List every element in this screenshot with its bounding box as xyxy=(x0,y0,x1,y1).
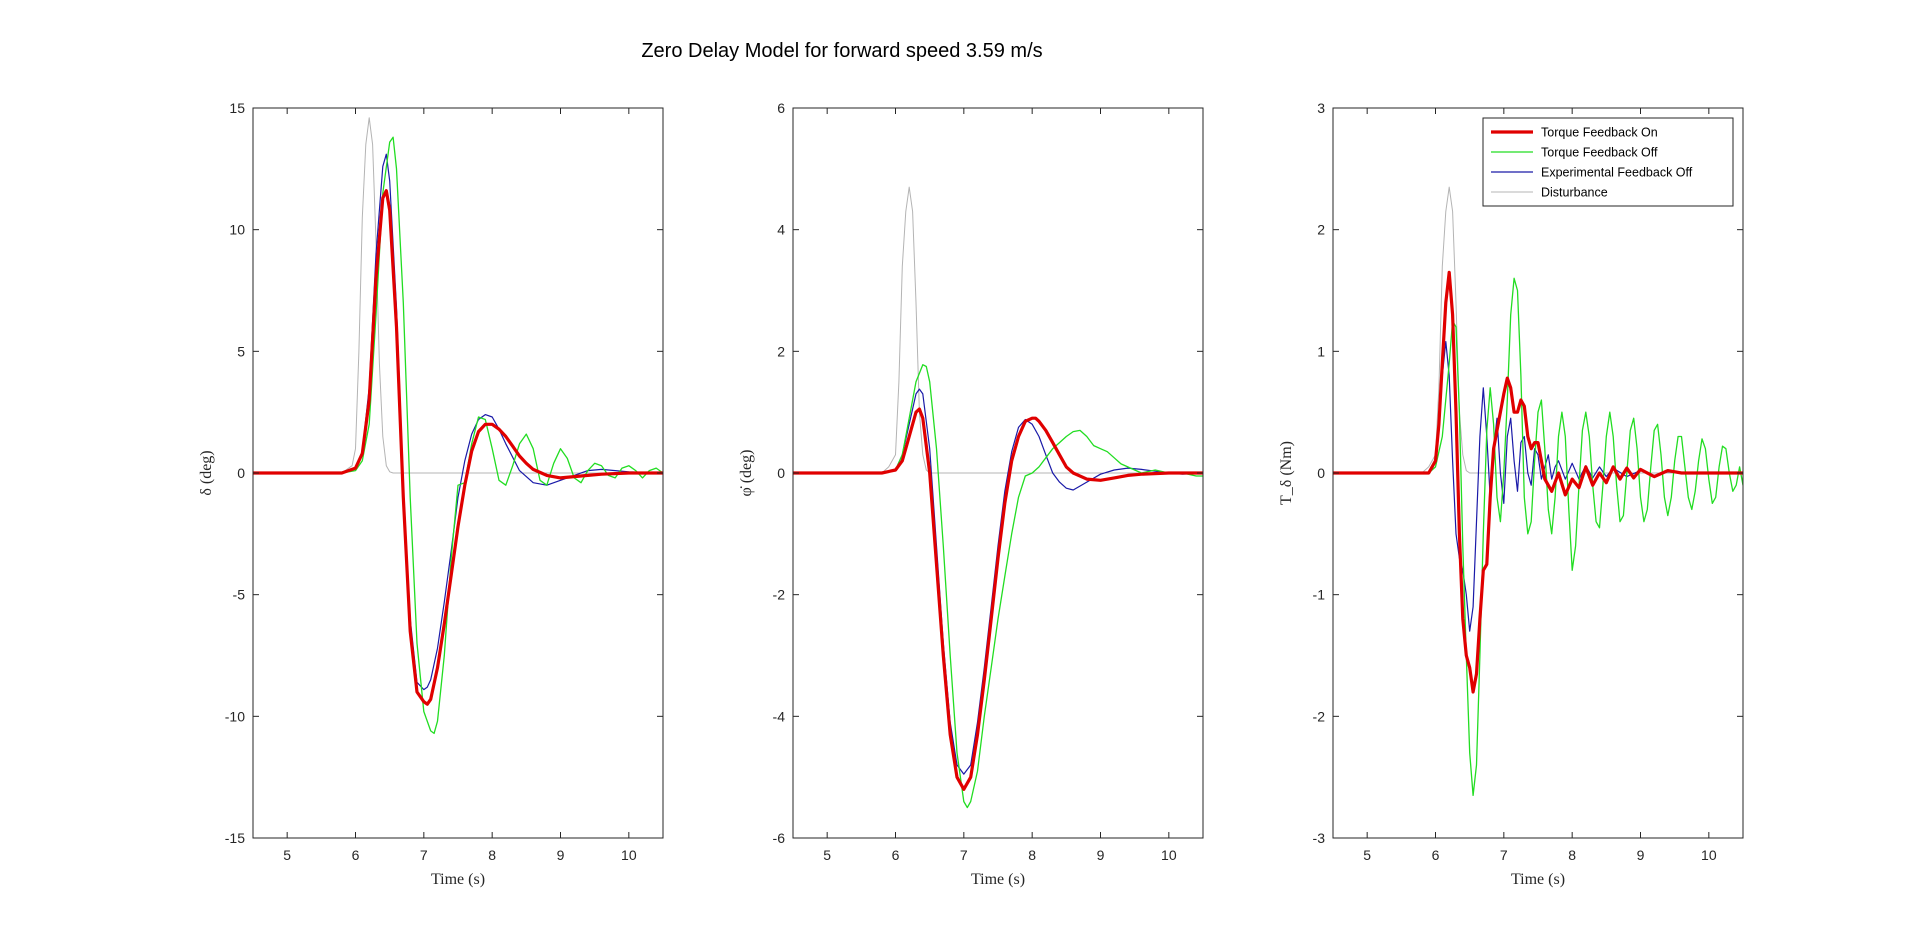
x-tick-label: 10 xyxy=(1701,847,1717,863)
x-tick-label: 9 xyxy=(557,847,565,863)
series-line-torque-feedback-on xyxy=(793,407,1203,791)
y-tick-label: -4 xyxy=(773,708,786,724)
y-axis-label: δ (deg) xyxy=(198,450,215,495)
x-axis-label: Time (s) xyxy=(1511,871,1565,888)
y-tick-label: -15 xyxy=(225,830,245,846)
x-tick-label: 5 xyxy=(1363,847,1371,863)
series-line-disturbance xyxy=(793,186,1203,474)
x-tick-label: 7 xyxy=(960,847,968,863)
x-tick-label: 8 xyxy=(1028,847,1036,863)
subplot-3: 5 6 7 8 9 10 -3 -2 -1 0 1 2 3 Time (s) T_δ (Nm) xyxy=(1278,100,1744,888)
x-tick-label: 9 xyxy=(1097,847,1105,863)
x-tick-label: 10 xyxy=(621,847,637,863)
series-line-torque-feedback-off xyxy=(1333,277,1743,797)
series-line-experimental-feedback-off xyxy=(793,388,1203,775)
x-tick-label: 7 xyxy=(1500,847,1508,863)
series-line-disturbance xyxy=(253,117,663,474)
x-axis-label: Time (s) xyxy=(431,871,485,888)
x-tick-label: 8 xyxy=(488,847,496,863)
y-tick-label: -10 xyxy=(225,708,245,724)
y-tick-label: -2 xyxy=(1313,708,1326,724)
y-tick-label: 0 xyxy=(237,465,245,481)
figure-title: Zero Delay Model for forward speed 3.59 … xyxy=(641,40,1042,62)
y-tick-label: 4 xyxy=(777,222,785,238)
legend-label-torque-feedback-off: Torque Feedback Off xyxy=(1541,146,1658,160)
x-tick-label: 10 xyxy=(1161,847,1177,863)
y-tick-label: -6 xyxy=(773,830,786,846)
x-tick-label: 6 xyxy=(352,847,360,863)
series-line-torque-feedback-on xyxy=(1333,270,1743,694)
x-tick-label: 6 xyxy=(1432,847,1440,863)
series-line-experimental-feedback-off xyxy=(253,153,663,691)
y-axis-label: T_δ (Nm) xyxy=(1278,441,1295,505)
x-tick-label: 8 xyxy=(1568,847,1576,863)
y-tick-label: 3 xyxy=(1317,100,1325,116)
y-tick-label: 15 xyxy=(229,100,245,116)
legend-label-disturbance: Disturbance xyxy=(1541,186,1608,200)
x-tick-label: 5 xyxy=(283,847,291,863)
y-tick-label: 0 xyxy=(777,465,785,481)
y-tick-label: 5 xyxy=(237,343,245,359)
subplot-2: 5 6 7 8 9 10 -6 -4 -2 0 2 4 6 Time (s) φ̇ (deg) xyxy=(738,100,1204,888)
legend: Torque Feedback On Torque Feedback Off Exp… xyxy=(1482,117,1734,207)
series-line-torque-feedback-on xyxy=(253,189,663,706)
x-tick-label: 9 xyxy=(1637,847,1645,863)
y-tick-label: 2 xyxy=(1317,222,1325,238)
x-tick-label: 7 xyxy=(420,847,428,863)
legend-label-torque-feedback-on: Torque Feedback On xyxy=(1541,126,1658,140)
y-axis-label: φ̇ (deg) xyxy=(738,450,755,497)
x-tick-label: 5 xyxy=(823,847,831,863)
y-tick-label: -1 xyxy=(1313,587,1326,603)
y-tick-label: 1 xyxy=(1317,343,1325,359)
y-tick-label: 2 xyxy=(777,343,785,359)
legend-label-experimental-feedback-off: Experimental Feedback Off xyxy=(1541,166,1693,180)
series-line-torque-feedback-off xyxy=(793,364,1203,809)
y-tick-label: -3 xyxy=(1313,830,1326,846)
x-tick-label: 6 xyxy=(892,847,900,863)
y-tick-label: -2 xyxy=(773,587,786,603)
y-tick-label: 0 xyxy=(1317,465,1325,481)
series-line-disturbance xyxy=(1333,186,1743,474)
y-tick-label: 10 xyxy=(229,222,245,238)
subplot-1: 5 6 7 8 9 10 -15 -10 -5 0 5 10 15 Time (s) δ (deg) xyxy=(198,100,664,888)
x-axis-label: Time (s) xyxy=(971,871,1025,888)
y-tick-label: -5 xyxy=(233,587,246,603)
y-tick-label: 6 xyxy=(777,100,785,116)
